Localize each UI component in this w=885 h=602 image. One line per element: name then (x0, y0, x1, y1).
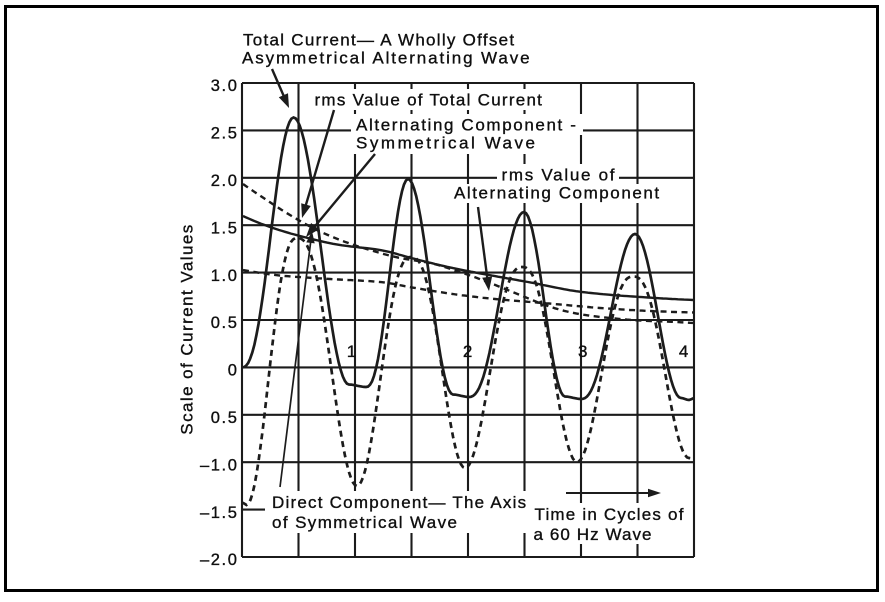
svg-text:Time in Cycles of: Time in Cycles of (535, 505, 685, 524)
svg-text:2.5: 2.5 (211, 125, 239, 143)
svg-text:3: 3 (578, 342, 587, 361)
svg-text:of Symmetrical Wave: of Symmetrical Wave (272, 513, 458, 532)
svg-text:0.5: 0.5 (211, 314, 239, 332)
svg-text:Direct Component— The Axis: Direct Component— The Axis (272, 493, 527, 512)
svg-text:rms Value of: rms Value of (502, 166, 617, 185)
svg-text:Asymmetrical Alternating Wave: Asymmetrical Alternating Wave (242, 49, 531, 68)
svg-text:1: 1 (347, 342, 356, 361)
svg-text:3.0: 3.0 (211, 77, 239, 95)
svg-text:2.0: 2.0 (211, 172, 239, 190)
svg-text:–1.0: –1.0 (200, 456, 239, 474)
svg-text:0.5: 0.5 (211, 409, 239, 427)
svg-text:Alternating Component -: Alternating Component - (356, 116, 578, 135)
svg-text:–1.5: –1.5 (200, 504, 239, 522)
svg-text:a 60 Hz Wave: a 60 Hz Wave (534, 525, 653, 544)
svg-text:Symmetrical Wave: Symmetrical Wave (356, 134, 538, 153)
svg-text:–2.0: –2.0 (200, 551, 239, 569)
svg-text:1.5: 1.5 (211, 219, 239, 237)
svg-text:2: 2 (463, 342, 472, 361)
svg-text:rms Value of Total Current: rms Value of Total Current (315, 91, 544, 110)
svg-text:Scale of Current Values: Scale of Current Values (178, 223, 197, 434)
svg-text:Alternating Component: Alternating Component (454, 184, 661, 203)
svg-text:Total Current— A Wholly Offset: Total Current— A Wholly Offset (243, 31, 515, 50)
svg-text:4: 4 (679, 342, 688, 361)
svg-text:0: 0 (228, 362, 239, 380)
svg-text:1.0: 1.0 (211, 267, 239, 285)
